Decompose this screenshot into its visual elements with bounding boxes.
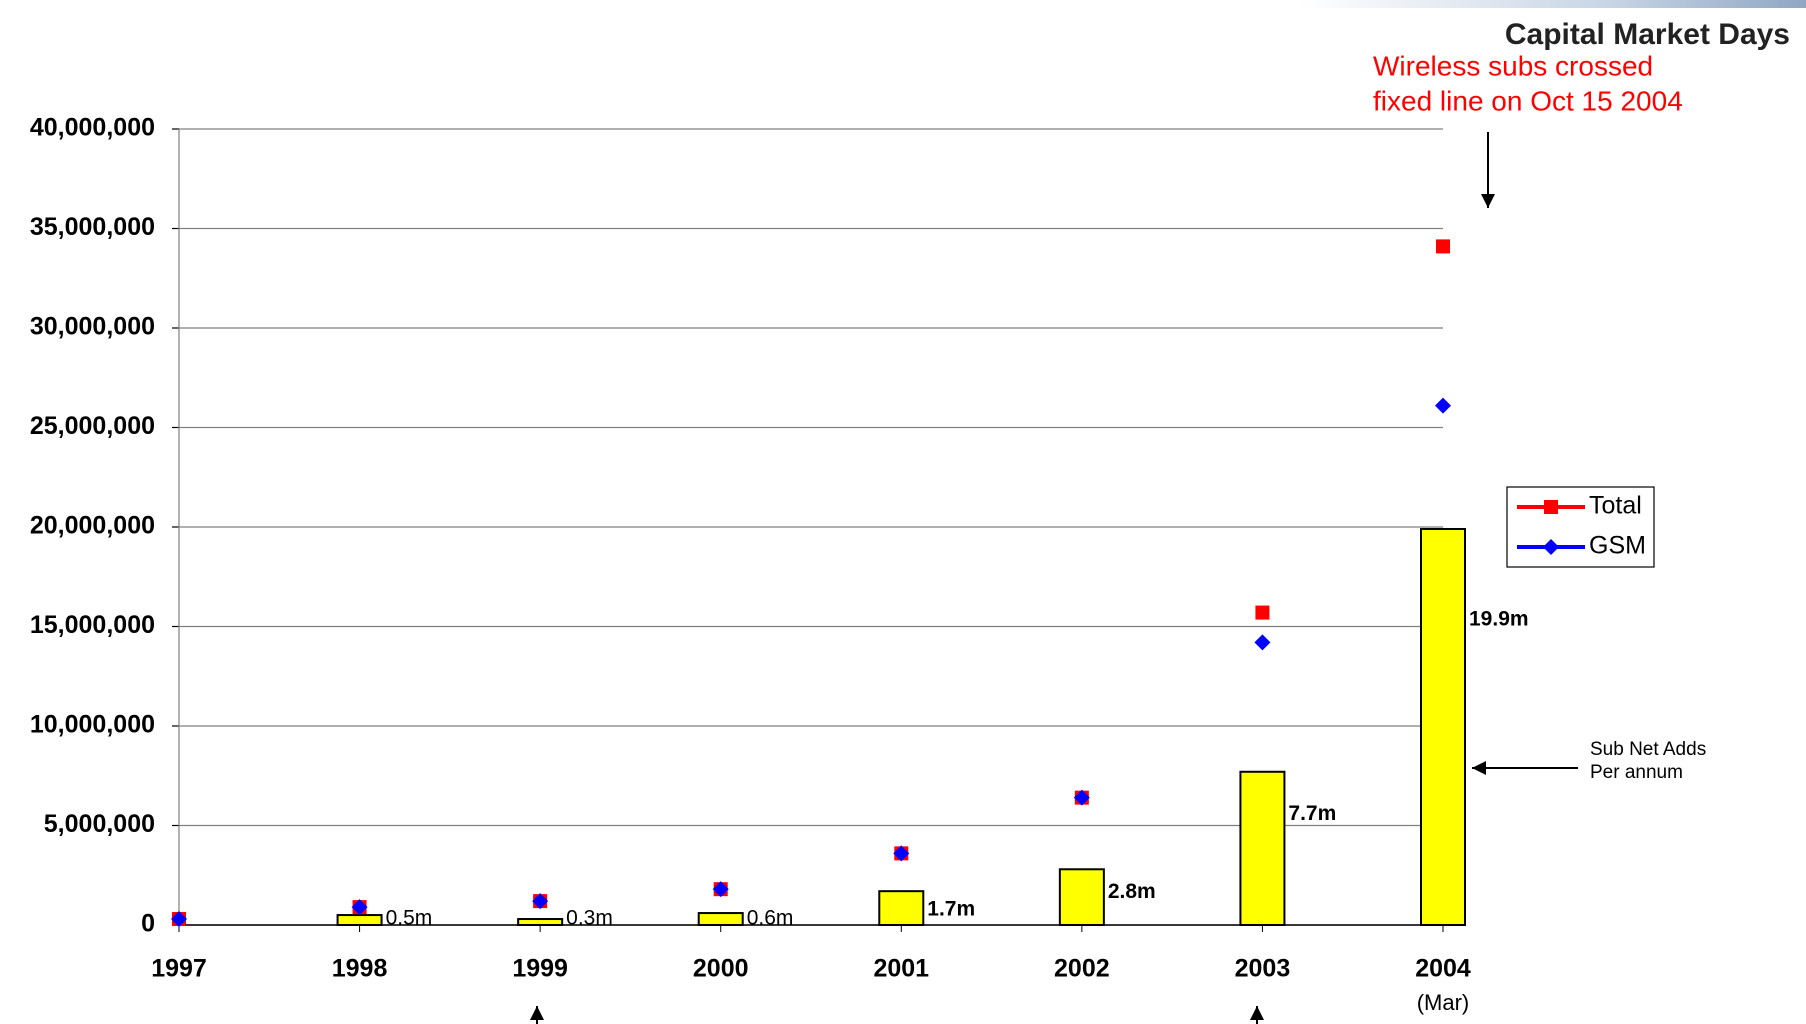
marker <box>351 899 368 916</box>
bar <box>1239 770 1286 927</box>
arrow-head <box>1250 1006 1264 1020</box>
legend-marker <box>1544 500 1558 514</box>
legend-label: Total <box>1589 492 1642 520</box>
y-tick-label: 35,000,000 <box>30 213 155 241</box>
x-tick-label: 2004 <box>1415 955 1471 983</box>
arrow-head <box>530 1006 544 1020</box>
marker <box>1435 397 1451 414</box>
bar-value-label: 0.3m <box>566 907 613 930</box>
marker <box>532 893 549 910</box>
x-tick-label: 1999 <box>512 955 568 983</box>
banner <box>1300 0 1806 8</box>
marker <box>1255 605 1270 620</box>
marker <box>171 911 187 928</box>
bar <box>1058 868 1105 927</box>
bar-value-label: 7.7m <box>1288 802 1336 825</box>
header: Capital Market Days <box>1505 18 1790 51</box>
legend-marker <box>1543 539 1559 555</box>
y-tick-label: 20,000,000 <box>30 512 155 540</box>
x-tick-label: 2002 <box>1054 955 1110 983</box>
y-tick-label: 5,000,000 <box>44 810 155 838</box>
bar <box>878 890 925 926</box>
bar-value-label: 19.9m <box>1469 608 1529 631</box>
y-tick-label: 40,000,000 <box>30 114 155 142</box>
bar <box>697 912 744 926</box>
annotation: Sub Net Adds <box>1590 739 1706 760</box>
x-tick-label: 2001 <box>873 955 929 983</box>
x-tick-note: (Mar) <box>1417 990 1470 1015</box>
arrow-head <box>1472 761 1486 775</box>
marker <box>712 881 729 898</box>
legend-box <box>1506 486 1655 568</box>
bar-value-label: 0.5m <box>386 907 433 930</box>
x-tick-label: 2003 <box>1235 955 1291 983</box>
y-tick-label: 30,000,000 <box>30 313 155 341</box>
bar-value-label: 2.8m <box>1108 880 1156 903</box>
annotation: fixed line on Oct 15 2004 <box>1373 85 1683 116</box>
marker <box>1254 634 1271 651</box>
marker <box>1073 789 1090 806</box>
x-tick-label: 2000 <box>693 955 749 983</box>
bar <box>336 914 383 926</box>
annotation: Per annum <box>1590 762 1683 783</box>
annotation: Wireless subs crossed <box>1373 50 1653 81</box>
bar <box>1420 527 1466 926</box>
bar <box>517 918 564 927</box>
bar-value-label: 1.7m <box>927 897 975 920</box>
y-tick-label: 25,000,000 <box>30 412 155 440</box>
arrow-head <box>1481 194 1495 208</box>
bar-value-label: 0.6m <box>747 907 794 930</box>
legend-label: GSM <box>1589 532 1646 560</box>
y-tick-label: 0 <box>141 910 155 938</box>
marker <box>893 845 910 862</box>
y-tick-label: 10,000,000 <box>30 711 155 739</box>
marker <box>1436 239 1450 254</box>
x-tick-label: 1997 <box>151 955 207 983</box>
x-tick-label: 1998 <box>332 955 388 983</box>
y-tick-label: 15,000,000 <box>30 611 155 639</box>
